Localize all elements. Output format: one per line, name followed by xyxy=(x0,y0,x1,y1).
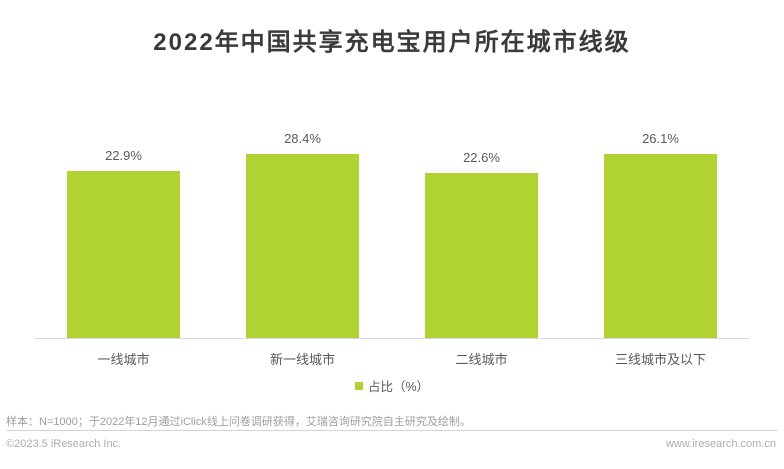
category-label: 二线城市 xyxy=(455,352,508,367)
category-axis: 一线城市 新一线城市 二线城市 三线城市及以下 xyxy=(34,340,750,368)
bar-value-label: 22.9% xyxy=(105,147,142,163)
bar-value-label: 22.6% xyxy=(463,150,500,166)
chart-title: 2022年中国共享充电宝用户所在城市线级 xyxy=(153,29,631,56)
bar[interactable] xyxy=(246,154,359,338)
category-label: 三线城市及以下 xyxy=(614,352,706,367)
legend-label: 占比（%） xyxy=(367,380,430,394)
bar[interactable] xyxy=(67,170,180,338)
legend: 占比（%） xyxy=(0,376,784,395)
category-label: 新一线城市 xyxy=(269,352,335,367)
bar-column: 22.6% xyxy=(392,131,571,338)
footer-divider xyxy=(6,430,778,431)
sample-note: 样本：N=1000；于2022年12月通过iClick线上问卷调研获得，艾瑞咨询… xyxy=(6,416,471,428)
bar-value-label: 26.1% xyxy=(642,131,679,146)
bar[interactable] xyxy=(425,173,538,338)
plot-area: 22.9% 28.4% 22.6% 26.1% xyxy=(34,131,750,339)
copyright-text: ©2023.5 iResearch Inc. xyxy=(6,438,122,450)
website-link[interactable]: www.iresearch.com.cn xyxy=(665,438,776,450)
bar[interactable] xyxy=(604,154,717,338)
category-label: 一线城市 xyxy=(97,352,150,367)
legend-swatch-icon xyxy=(354,381,363,390)
bar-value-label: 28.4% xyxy=(284,131,321,146)
bar-column: 28.4% xyxy=(213,131,392,338)
bar-column: 22.9% xyxy=(34,131,213,338)
bar-column: 26.1% xyxy=(571,131,750,338)
